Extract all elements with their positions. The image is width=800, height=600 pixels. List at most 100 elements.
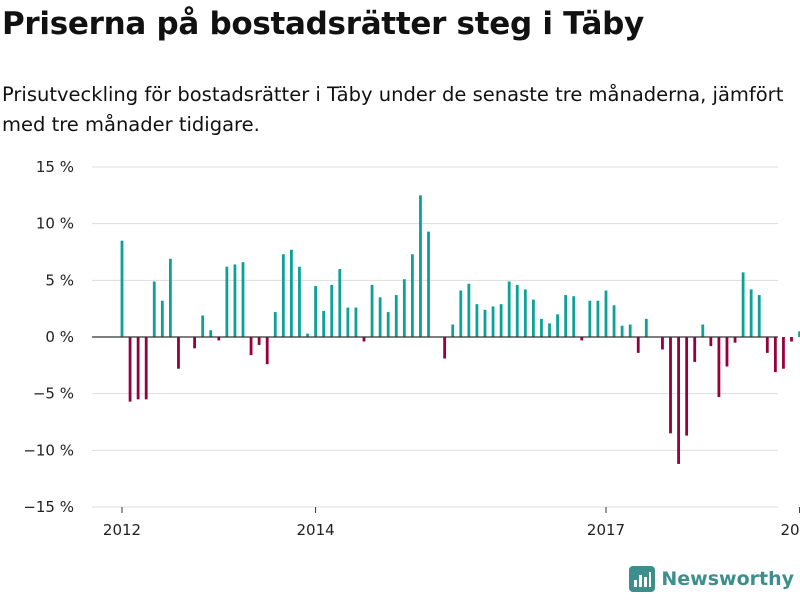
- bar: [548, 323, 551, 337]
- bar: [298, 266, 301, 337]
- bar: [459, 290, 463, 337]
- bar: [749, 289, 753, 337]
- bar: [386, 312, 390, 337]
- page-title: Priserna på bostadsrätter steg i Täby: [2, 6, 644, 42]
- bar: [693, 337, 697, 362]
- y-tick-label: −15 %: [23, 498, 74, 516]
- bar: [499, 304, 503, 337]
- bar: [362, 337, 366, 342]
- bar: [507, 281, 511, 337]
- y-tick-label: 10 %: [36, 215, 74, 233]
- bar: [636, 337, 640, 353]
- bar: [281, 254, 285, 337]
- bar: [540, 318, 543, 337]
- bar: [531, 299, 535, 337]
- bar: [483, 309, 487, 337]
- newsworthy-brand: Newsworthy: [629, 566, 794, 592]
- bar: [515, 284, 519, 337]
- bar: [644, 318, 648, 337]
- bar: [725, 337, 729, 367]
- bar: [790, 337, 793, 342]
- bar: [354, 307, 358, 337]
- y-tick-label: −10 %: [23, 441, 74, 459]
- bar: [160, 300, 164, 337]
- bar: [773, 337, 777, 373]
- bar: [475, 304, 479, 337]
- x-tick-label: 2017: [587, 521, 625, 539]
- bar-chart-logo-icon: [629, 566, 656, 592]
- bar: [798, 331, 800, 337]
- bar: [741, 272, 745, 337]
- bar: [612, 305, 616, 337]
- bar: [757, 295, 761, 337]
- bar: [201, 315, 205, 337]
- bar: [427, 231, 430, 337]
- y-tick-label: 5 %: [45, 271, 74, 289]
- bar: [765, 337, 769, 353]
- bar: [419, 195, 422, 337]
- bar: [604, 290, 608, 337]
- bar: [330, 284, 334, 337]
- bar: [443, 337, 447, 359]
- bar: [289, 249, 293, 337]
- grid-lines: [92, 166, 778, 508]
- bar: [467, 283, 471, 337]
- bar: [402, 279, 406, 337]
- bar: [661, 337, 664, 350]
- bar: [136, 337, 140, 400]
- bar-chart: 15 % 10 % 5 % 0 % −5 % −10 % −15 % 2012 2014 201…: [23, 158, 800, 539]
- bar: [193, 337, 196, 349]
- bar: [120, 240, 124, 337]
- bar: [685, 337, 689, 436]
- bar: [249, 337, 253, 356]
- bar: [322, 310, 326, 337]
- bar: [709, 337, 713, 347]
- bar: [233, 264, 237, 337]
- bar: [580, 337, 584, 341]
- bar: [717, 337, 721, 398]
- bar: [523, 289, 527, 337]
- bar: [451, 324, 455, 337]
- bar: [168, 258, 172, 337]
- page-subtitle: Prisutveckling för bostadsrätter i Täby …: [2, 83, 784, 136]
- bar: [410, 254, 414, 337]
- bar: [491, 306, 495, 337]
- brand-name: Newsworthy: [661, 568, 794, 590]
- bar: [588, 300, 592, 337]
- bar: [177, 337, 180, 369]
- bar: [701, 324, 705, 337]
- bar: [209, 330, 213, 337]
- y-axis-ticks: 15 % 10 % 5 % 0 % −5 % −10 % −15 %: [23, 158, 74, 516]
- x-axis-ticks: 201220142017201920222024: [103, 507, 800, 539]
- bar: [596, 300, 600, 337]
- x-tick-label: 2012: [103, 521, 141, 539]
- bar: [273, 312, 277, 337]
- x-tick-label: 2019: [781, 521, 800, 539]
- bar: [217, 337, 221, 341]
- bar: [338, 269, 342, 337]
- bars: [120, 195, 800, 464]
- bar: [394, 295, 398, 337]
- bar: [782, 337, 785, 369]
- bar: [152, 281, 156, 337]
- bar: [564, 295, 568, 337]
- bar: [556, 314, 559, 337]
- bar: [370, 284, 374, 337]
- bar: [128, 337, 132, 402]
- bar: [265, 337, 269, 365]
- bar: [144, 337, 148, 400]
- x-tick-label: 2014: [297, 521, 335, 539]
- y-tick-label: 15 %: [36, 158, 74, 176]
- y-tick-label: 0 %: [45, 328, 74, 346]
- bar: [346, 307, 350, 337]
- bar: [306, 333, 309, 337]
- bar: [257, 337, 261, 345]
- bar: [628, 324, 632, 337]
- bar: [620, 325, 624, 337]
- bar: [314, 286, 317, 337]
- bar: [733, 337, 737, 343]
- y-tick-label: −5 %: [33, 385, 74, 403]
- bar: [241, 262, 245, 337]
- bar: [669, 337, 672, 434]
- bar: [572, 296, 576, 337]
